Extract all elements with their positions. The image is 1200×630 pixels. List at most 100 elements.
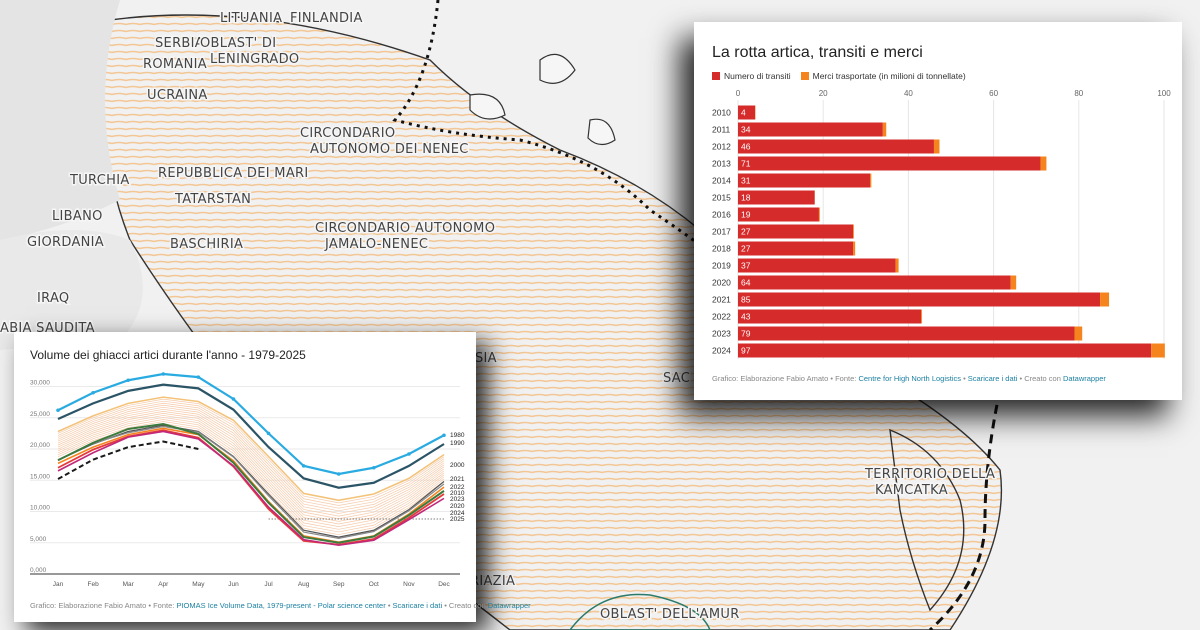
y-category-label: 2018	[712, 244, 731, 254]
series-label: 2021	[450, 476, 465, 483]
x-tick-label: Sep	[333, 581, 345, 588]
bar-cargo	[1040, 156, 1047, 171]
x-tick-label: Jul	[264, 581, 273, 588]
y-category-label: 2022	[712, 312, 731, 322]
background-year-line	[57, 417, 445, 528]
map-label: SERBIA	[155, 36, 204, 51]
y-tick-label: 0,000	[30, 567, 47, 574]
map-label: LIBANO	[52, 209, 103, 224]
chart-source: Grafico: Elaborazione Fabio Amato • Font…	[30, 601, 531, 610]
x-tick-label: Feb	[87, 581, 99, 588]
point-1980	[126, 378, 130, 383]
bar-transits	[738, 292, 1101, 307]
bar-transits	[738, 139, 934, 154]
map-label: SIA	[475, 351, 497, 366]
map-label: SAC	[663, 371, 690, 386]
series-line-2021	[57, 424, 445, 538]
bar-transits	[738, 241, 854, 256]
bar-cargo	[818, 207, 820, 222]
reference-line-label: 2025	[450, 516, 465, 523]
x-tick-label: 100	[1157, 89, 1171, 98]
legend-item-transits: Numero di transiti	[712, 71, 791, 81]
x-tick-label: Apr	[158, 581, 169, 588]
source-link-piomas[interactable]: PIOMAS Ice Volume Data, 1979-present - P…	[176, 601, 386, 610]
map-label: OBLAST' DI LENINGRADO	[200, 36, 299, 67]
x-tick-label: Dec	[438, 581, 450, 588]
x-tick-label: Mar	[123, 581, 135, 588]
map-land-kamchatka	[889, 428, 965, 612]
background-year-line	[57, 402, 445, 509]
source-sep-created: • Creato con	[1017, 374, 1063, 383]
y-category-label: 2020	[712, 278, 731, 288]
y-category-label: 2012	[712, 142, 731, 152]
map-label: REPUBBLICA DEI MARI	[158, 166, 308, 181]
source-link-chnl[interactable]: Centre for High North Logistics	[858, 374, 961, 383]
bar-cargo	[853, 241, 856, 256]
legend-label-transits: Numero di transiti	[724, 71, 791, 81]
bar-value-label: 18	[741, 193, 751, 203]
series-line-2020	[57, 429, 445, 546]
bar-value-label: 79	[741, 329, 751, 339]
map-label: TURCHIA	[69, 173, 130, 188]
series-label: 2000	[450, 462, 465, 469]
bar-transits	[738, 224, 854, 239]
datawrapper-link[interactable]: Datawrapper	[487, 601, 531, 610]
y-tick-label: 20,000	[30, 442, 50, 449]
map-label: OBLAST' DELL'AMUR	[600, 607, 740, 622]
series-label: 1980	[450, 432, 465, 439]
x-tick-label: 20	[819, 89, 828, 98]
bar-value-label: 37	[741, 261, 751, 271]
map-label: LITUANIA	[220, 11, 282, 26]
y-category-label: 2021	[712, 295, 731, 305]
point-1980	[266, 431, 271, 436]
bar-cargo	[882, 122, 887, 137]
series-label: 2022	[450, 484, 465, 491]
datawrapper-link[interactable]: Datawrapper	[1062, 374, 1106, 383]
bar-transits	[738, 275, 1011, 290]
bar-value-label: 97	[741, 346, 751, 356]
map-label: BASCHIRIA	[170, 237, 243, 252]
series-label: 2024	[450, 510, 465, 517]
series-label: 2010	[450, 490, 465, 497]
y-category-label: 2016	[712, 210, 731, 220]
series-line-2022	[57, 425, 445, 539]
bar-value-label: 85	[741, 295, 751, 305]
background-year-line	[57, 408, 445, 517]
bar-transits	[738, 343, 1152, 358]
bar-cargo	[1100, 292, 1110, 307]
bar-value-label: 19	[741, 210, 751, 220]
series-label: 1990	[450, 440, 465, 447]
bar-value-label: 27	[741, 227, 751, 237]
sea-route-line	[392, 0, 701, 247]
background-year-line	[57, 398, 445, 504]
source-prefix: Grafico: Elaborazione Fabio Amato • Font…	[712, 374, 859, 383]
bar-transits	[738, 105, 756, 120]
map-label: UCRAINA	[147, 88, 208, 103]
series-line-1980	[57, 372, 445, 476]
series-line-2024	[57, 430, 445, 547]
map-label: GIORDANIA	[27, 235, 104, 250]
download-data-link[interactable]: Scaricare i dati	[392, 601, 443, 610]
y-tick-label: 15,000	[30, 473, 50, 480]
sea-route-line-east	[928, 389, 1002, 630]
series-label: 2023	[450, 496, 465, 503]
background-year-line	[57, 411, 445, 520]
chart-title: Volume dei ghiacci artici durante l'anno…	[30, 348, 306, 362]
legend-swatch-cargo	[800, 72, 809, 80]
x-tick-label: May	[192, 581, 205, 588]
line-chart-plot: 0,000 5,000 10,000 15,000 20,000 25,000 30,000…	[30, 372, 465, 588]
bar-transits	[738, 173, 871, 188]
bar-value-label: 43	[741, 312, 751, 322]
y-category-label: 2010	[712, 108, 731, 118]
bar-transits	[738, 326, 1075, 341]
point-1980	[56, 408, 60, 413]
point-1980	[442, 433, 446, 438]
y-category-label: 2024	[712, 346, 731, 356]
y-tick-label: 5,000	[30, 536, 47, 543]
series-line-2025	[57, 440, 199, 480]
bar-transits	[738, 309, 922, 324]
x-tick-label: Aug	[298, 581, 310, 588]
series-line-2000	[57, 396, 445, 502]
map-label: TERRITORIO DELLA KAMCATKA	[864, 467, 995, 498]
download-data-link[interactable]: Scaricare i dati	[967, 374, 1018, 383]
